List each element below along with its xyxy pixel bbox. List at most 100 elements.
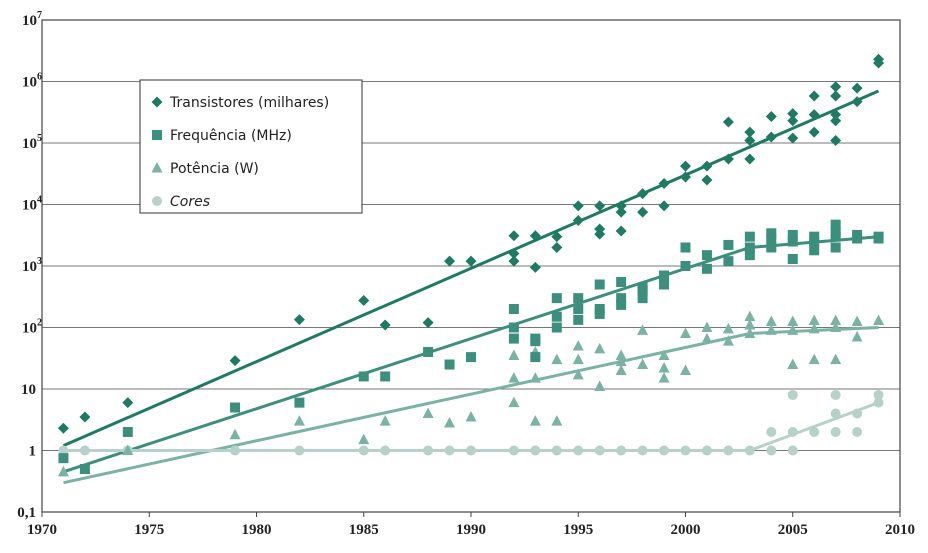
data-point-diamond <box>422 317 434 329</box>
legend-label: Potência (W) <box>170 161 259 177</box>
data-point-square <box>508 303 519 314</box>
data-point-circle <box>58 445 69 456</box>
data-point-triangle <box>830 321 842 332</box>
y-tick-label: 107 <box>22 10 42 29</box>
data-point-diamond <box>508 255 520 267</box>
data-point-square <box>573 303 584 314</box>
y-tick-label: 106 <box>22 72 42 91</box>
data-point-square <box>830 242 841 253</box>
data-point-circle <box>701 445 712 456</box>
data-point-diamond <box>529 230 541 242</box>
data-point-triangle <box>529 415 541 426</box>
y-tick-label: 105 <box>22 133 42 152</box>
data-point-circle <box>594 445 605 456</box>
data-point-triangle <box>508 396 520 408</box>
data-point-triangle <box>594 342 606 354</box>
data-point-square <box>122 426 133 437</box>
data-point-square <box>530 352 541 363</box>
x-tick-label: 2005 <box>778 522 808 538</box>
data-point-triangle <box>465 411 477 422</box>
data-point-triangle <box>379 415 391 426</box>
legend-marker-square <box>152 130 162 140</box>
data-point-square <box>573 293 584 304</box>
data-point-square <box>358 371 369 382</box>
data-point-square <box>551 293 562 304</box>
data-point-diamond <box>787 132 799 144</box>
data-point-circle <box>787 389 798 400</box>
data-point-square <box>744 250 755 261</box>
data-point-triangle <box>830 353 842 365</box>
data-point-square <box>637 285 648 296</box>
data-point-diamond <box>594 200 606 212</box>
data-point-circle <box>852 408 863 419</box>
data-point-diamond <box>358 294 370 306</box>
data-point-diamond <box>572 214 584 226</box>
data-point-diamond <box>637 206 649 218</box>
data-point-circle <box>680 445 691 456</box>
data-point-triangle <box>851 331 863 342</box>
data-point-square <box>380 371 391 382</box>
data-point-circle <box>444 445 455 456</box>
data-point-diamond <box>744 153 756 165</box>
data-point-diamond <box>551 241 563 253</box>
data-point-diamond <box>830 81 842 93</box>
data-point-triangle <box>680 364 691 375</box>
data-point-diamond <box>615 206 627 218</box>
data-point-square <box>873 233 884 244</box>
legend-marker-triangle <box>151 162 163 173</box>
data-point-circle <box>508 445 519 456</box>
data-point-diamond <box>851 82 863 94</box>
x-tick-label: 1990 <box>456 522 486 538</box>
data-point-triangle <box>808 322 820 334</box>
data-point-triangle <box>508 349 520 361</box>
data-point-triangle <box>765 324 777 335</box>
axes: 0,1 1 10 102 103 104 105 106 107 1970 1975 1980 1985… <box>17 10 915 538</box>
data-point-diamond <box>830 115 842 127</box>
legend-label: Cores <box>170 194 210 210</box>
data-point-diamond <box>851 96 863 108</box>
data-points <box>57 53 885 477</box>
data-point-triangle <box>572 368 584 380</box>
data-point-diamond <box>122 397 134 409</box>
data-point-diamond <box>57 422 69 434</box>
data-point-triangle <box>637 324 649 335</box>
data-point-diamond <box>830 90 842 102</box>
data-point-square <box>701 263 712 274</box>
x-tick-label: 1995 <box>563 522 593 538</box>
data-point-triangle <box>851 315 863 327</box>
data-point-square <box>701 250 712 261</box>
data-point-diamond <box>379 319 391 331</box>
x-tick-label: 2000 <box>671 522 701 538</box>
data-point-diamond <box>572 200 584 212</box>
data-point-square <box>58 453 69 464</box>
data-point-triangle <box>787 324 799 335</box>
data-point-square <box>744 231 755 242</box>
x-tick-label: 1975 <box>134 522 164 538</box>
data-point-circle <box>830 389 841 400</box>
data-point-triangle <box>787 358 799 370</box>
data-point-square <box>680 261 691 271</box>
data-point-triangle <box>701 333 713 344</box>
data-point-square <box>830 227 841 238</box>
data-point-diamond <box>808 126 820 138</box>
data-point-diamond <box>701 174 713 186</box>
data-point-diamond <box>529 261 541 273</box>
data-point-triangle <box>57 465 69 477</box>
data-point-diamond <box>808 90 820 102</box>
data-point-triangle <box>765 315 777 327</box>
data-point-triangle <box>615 364 627 375</box>
data-point-circle <box>873 389 884 400</box>
data-point-triangle <box>551 353 563 365</box>
data-point-square <box>787 253 798 264</box>
data-point-circle <box>637 445 648 456</box>
data-point-triangle <box>229 428 241 440</box>
data-point-triangle <box>358 433 370 445</box>
data-point-triangle <box>658 349 670 361</box>
data-point-square <box>230 402 241 413</box>
data-point-circle <box>230 445 241 456</box>
legend-label: Frequência (MHz) <box>170 128 292 144</box>
data-point-square <box>551 311 562 322</box>
data-point-triangle <box>701 321 713 332</box>
data-point-diamond <box>808 109 820 121</box>
